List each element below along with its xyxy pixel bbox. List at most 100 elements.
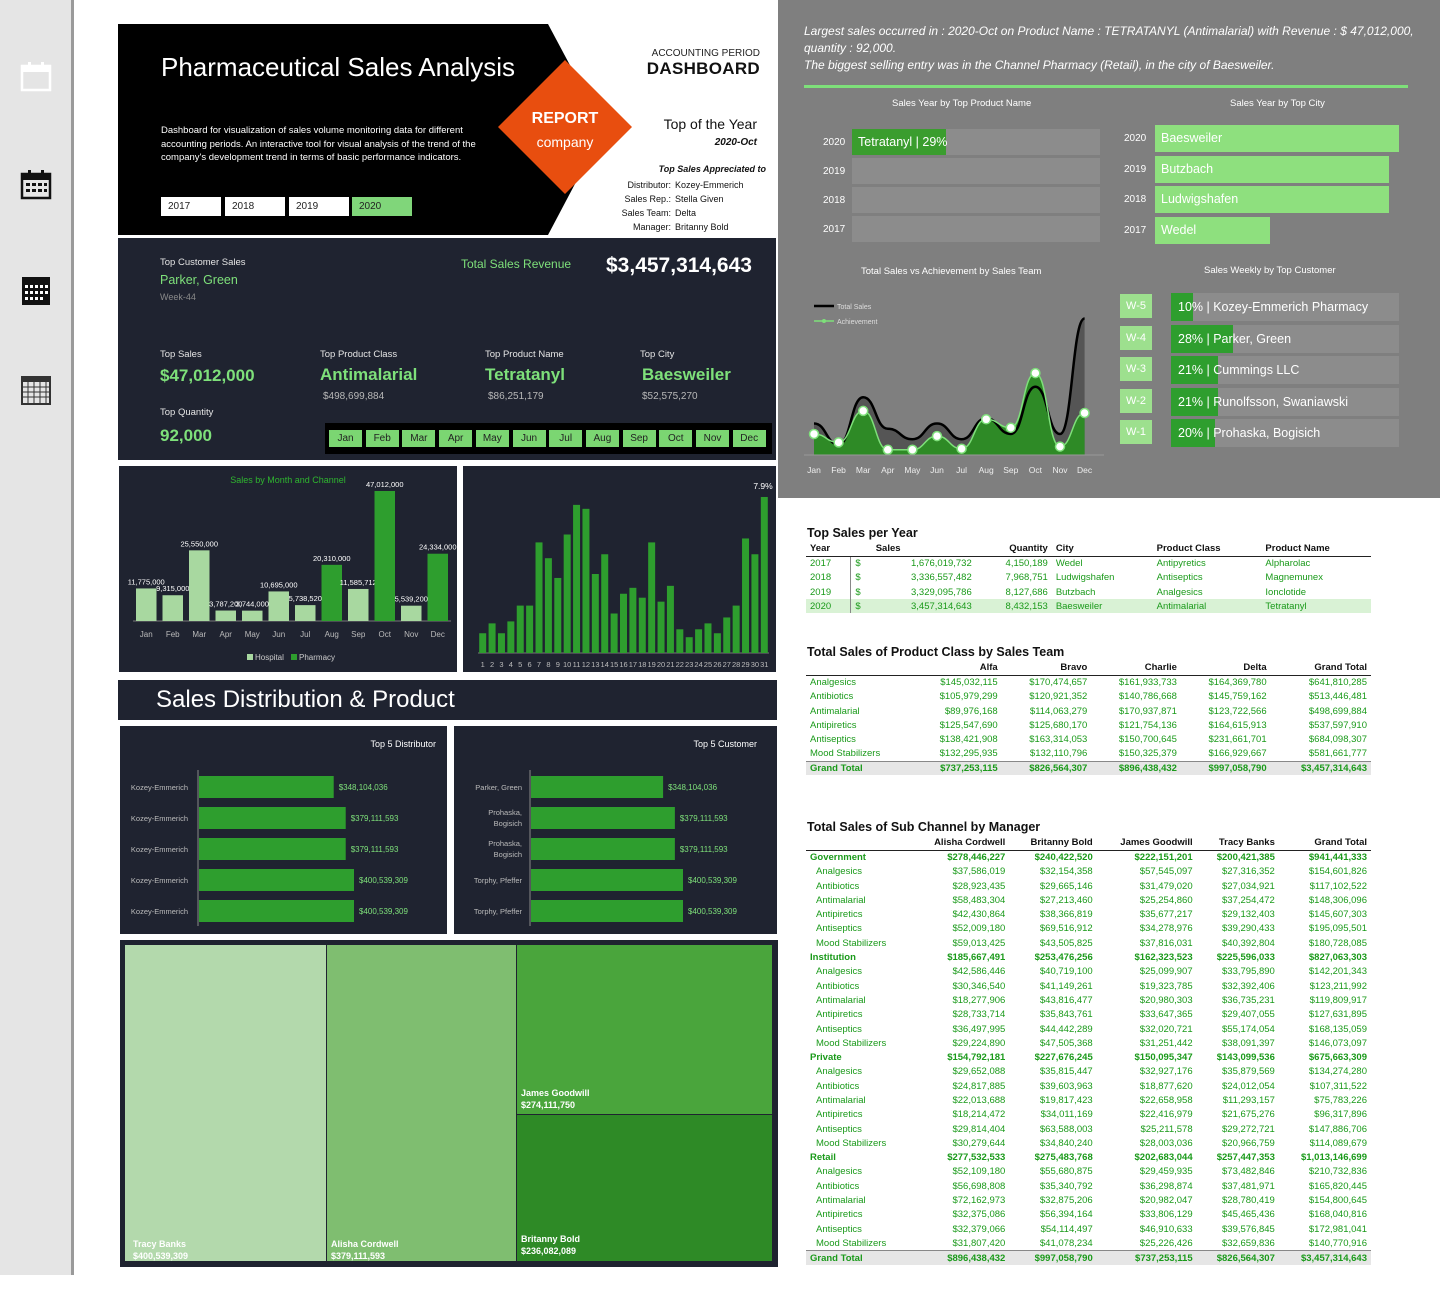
month-filter-apr[interactable]: Apr [439,430,473,447]
week-label: W-3 [1120,357,1152,381]
weekly-bar-label[interactable]: 21% | Runolfsson, Swaniawski [1178,394,1348,409]
top-distributor-chart: Top 5 Distributor Kozey-Emmerich $348,104,… [131,739,436,926]
product-bar-2020 [852,129,946,155]
calendar-month-icon[interactable] [20,275,52,307]
table-cell: $114,063,279 [1029,705,1088,717]
month-filter-jun[interactable]: Jun [512,430,546,447]
name-sales-team: Delta [675,208,697,218]
table-row: 2020 $3,457,314,643 8,432,153 Baesweiler Ant… [806,599,1371,614]
table-cell: $30,279,644 [952,1137,1006,1149]
table-cell: $641,810,285 [1308,677,1367,689]
table-cell: $18,877,620 [1139,1080,1193,1092]
weekly-bar-label[interactable]: 21% | Cummings LLC [1178,363,1300,377]
table-cell: $35,815,447 [1039,1066,1093,1078]
insight-line-1: Largest sales occurred in : 2020-Oct on … [804,24,1414,38]
data-label: $348,104,036 [339,783,388,792]
bar [199,900,354,922]
group-row: Institution $185,667,491 $253,476,256 $162,… [806,950,1371,964]
data-label: 3,787,200 [209,600,242,609]
table-cell: $57,545,097 [1139,866,1193,878]
table-cell: Antiseptics [1156,572,1203,584]
city-bar [1155,186,1389,213]
table-cell: $123,722,566 [1208,705,1267,717]
table-cell: Antiseptics [816,1023,862,1035]
table-cell: $941,441,333 [1308,852,1367,864]
tick-label: 24 [694,660,702,669]
manager-treemap-panel: Tracy Banks $400,539,309 Alisha Cordwell $… [120,940,778,1267]
month-filter-aug[interactable]: Aug [585,430,619,447]
achievement-point [1054,441,1066,452]
report-label: REPORT [531,110,599,127]
weekly-bar-label[interactable]: 20% | Prohaska, Bogisich [1178,426,1321,440]
treemap-alisha-cordwell[interactable]: Alisha Cordwell $379,111,593 [327,945,516,1261]
data-label: 10,695,000 [260,580,298,589]
top-product-class: Antimalarial [320,365,418,384]
column-header: Quantity [975,542,1052,557]
table-cell: $134,274,280 [1308,1066,1367,1078]
table-cell: $195,095,501 [1308,923,1367,935]
month-filter-oct[interactable]: Oct [659,430,693,447]
table-cell: $27,034,921 [1222,880,1275,892]
treemap-james-goodwill[interactable]: James Goodwill $274,111,750 [517,945,772,1114]
bar [657,601,665,653]
table-cell: $55,174,054 [1222,1023,1275,1035]
total-sales-area [814,318,1085,455]
city-year-label: 2018 [1124,194,1147,205]
table-cell: $150,095,347 [1134,1052,1193,1064]
treemap-britanny-bold[interactable]: Britanny Bold $236,082,089 [517,1115,772,1261]
calendar-blank-icon[interactable] [20,60,52,92]
year-filter-2017[interactable]: 2017 [161,197,221,216]
year-filter-2019[interactable]: 2019 [289,197,349,216]
city-year-label: 2017 [1124,224,1147,236]
table-row: Antipiretics $32,375,086 $56,394,164 $33,80… [806,1208,1371,1222]
table-row: 2019 $3,329,095,786 8,127,686 Butzbach Analg… [806,584,1371,600]
role-distributor: Distributor: [627,180,671,190]
table-cell: Alpharolac [1265,558,1311,570]
table-cell: $138,421,908 [939,734,998,746]
calendar-grid-icon[interactable] [20,374,52,406]
table-cell: $164,369,780 [1208,677,1267,689]
month-filter-feb[interactable]: Feb [365,430,399,447]
year-filter-2020[interactable]: 2020 [352,197,412,216]
weekly-bar-label[interactable]: 28% | Parker, Green [1178,331,1292,346]
table-cell: $42,430,864 [952,909,1006,921]
treemap-tracy-banks[interactable]: Tracy Banks $400,539,309 [125,945,326,1261]
table-row: Analgesics $145,032,115 $170,474,657 $161,9… [806,675,1371,689]
column-header [806,836,911,851]
table-cell: Wedel [1055,558,1083,570]
month-filter-dec[interactable]: Dec [732,430,766,447]
month-filter-mar[interactable]: Mar [402,430,436,447]
table-cell: $20,966,759 [1222,1137,1275,1149]
table-cell: Analgesics [816,1066,862,1078]
table-row: Antimalarial $89,976,168 $114,063,279 $170,… [806,704,1371,718]
table-cell: $150,700,645 [1118,734,1177,746]
year-filter-2018[interactable]: 2018 [225,197,285,216]
table-cell: $ [850,556,872,571]
table-cell: Antimalarial [1152,599,1262,614]
table-cell: $56,394,164 [1039,1209,1093,1221]
year-label: 2019 [823,166,846,177]
column-header: Alfa [912,661,1002,676]
table-cell: $75,783,226 [1314,1094,1367,1106]
table-cell: $166,929,667 [1208,748,1267,760]
month-filter-may[interactable]: May [475,430,509,447]
table-cell: $29,652,088 [952,1066,1006,1078]
table-cell: $120,921,352 [1029,691,1088,703]
bar [554,577,562,653]
month-filter-jan[interactable]: Jan [329,430,362,447]
weekly-bar-label[interactable]: 10% | Kozey-Emmerich Pharmacy [1178,300,1369,314]
table-cell: $737,253,115 [1096,1250,1197,1265]
table-row: 2017 $1,676,019,732 4,150,189 Wedel Antipyre… [806,556,1371,571]
data-label: 25,550,000 [180,539,218,548]
table-cell: $132,295,935 [939,748,998,760]
month-filter-nov[interactable]: Nov [696,430,729,447]
dashboard-description: Dashboard for visualization of sales vol… [161,125,476,163]
kpi-panel: Top Customer Sales Parker, Green Week-44… [118,238,776,460]
month-filter-jul[interactable]: Jul [549,430,583,447]
table-cell: $29,132,403 [1222,909,1275,921]
table-cell: $257,447,353 [1216,1152,1275,1164]
calendar-week-icon[interactable] [20,168,52,200]
month-filter-sep[interactable]: Sep [622,430,656,447]
category-label: Kozey-Emmerich [131,907,188,916]
table-cell: 3,457,314,643 [871,599,976,614]
